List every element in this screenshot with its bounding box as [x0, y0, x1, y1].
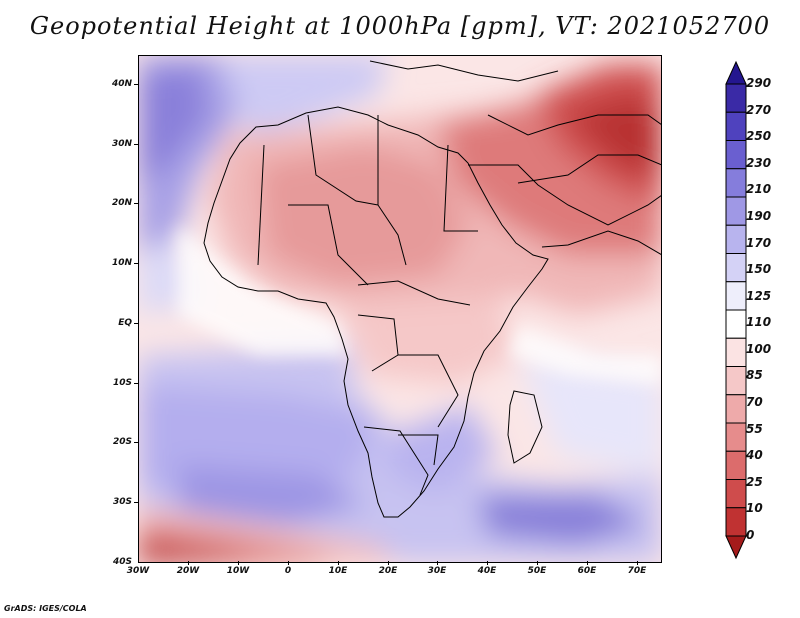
colorbar-bottom-triangle — [725, 535, 747, 560]
colorbar-label: 290 — [746, 76, 772, 90]
lat-label-10n: 10N — [111, 258, 132, 268]
colorbar-label: 0 — [746, 528, 755, 542]
colorbar-swatch — [725, 394, 747, 424]
lon-label-0: 0 — [284, 566, 292, 576]
lat-tick — [134, 263, 138, 264]
lon-tick — [338, 561, 339, 565]
lat-tick — [134, 144, 138, 145]
lat-label-10s: 10S — [112, 378, 132, 388]
map-frame — [138, 55, 662, 563]
lon-label-20w: 20W — [176, 566, 200, 576]
colorbar-label: 110 — [746, 315, 772, 330]
geopotential-field — [138, 55, 662, 563]
colorbar-swatch — [725, 83, 747, 113]
colorbar-swatches — [725, 60, 747, 560]
lat-tick — [134, 502, 138, 503]
colorbar-swatch — [725, 140, 747, 170]
map-title: Geopotential Height at 1000hPa [gpm], VT… — [29, 12, 771, 40]
lon-tick — [637, 561, 638, 565]
lat-label-40n: 40N — [111, 79, 132, 89]
colorbar-swatch — [725, 253, 747, 283]
colorbar-label: 10 — [746, 501, 763, 516]
lon-tick — [388, 561, 389, 565]
lat-label-30n: 30N — [111, 139, 132, 149]
colorbar-swatch — [725, 366, 747, 396]
map-plot — [138, 55, 662, 563]
colorbar-label: 230 — [746, 155, 772, 170]
colorbar-label: 190 — [746, 208, 772, 223]
lat-tick — [134, 84, 138, 85]
colorbar-swatch — [725, 507, 747, 537]
colorbar-swatch — [725, 281, 747, 311]
lat-label-20s: 20S — [112, 437, 132, 447]
lat-tick — [134, 323, 138, 324]
colorbar-top-triangle — [725, 60, 747, 85]
lat-tick — [134, 442, 138, 443]
colorbar-swatch — [725, 111, 747, 141]
colorbar-swatch — [725, 309, 747, 339]
colorbar-label: 170 — [746, 235, 772, 250]
colorbar-label: 150 — [746, 262, 772, 277]
lon-tick — [587, 561, 588, 565]
lon-tick — [238, 561, 239, 565]
lat-tick — [134, 383, 138, 384]
colorbar-swatch — [725, 196, 747, 226]
lon-label-10e: 10E — [328, 566, 348, 576]
lat-label-eq: EQ — [118, 318, 132, 328]
lon-label-60e: 60E — [577, 566, 597, 576]
colorbar-swatch — [725, 168, 747, 198]
lon-label-20e: 20E — [378, 566, 398, 576]
lon-label-10w: 10W — [226, 566, 250, 576]
lat-label-40s: 40S — [112, 557, 132, 567]
lat-tick — [134, 203, 138, 204]
colorbar-label: 40 — [746, 448, 763, 463]
lon-label-40e: 40E — [477, 566, 497, 576]
lat-label-30s: 30S — [112, 497, 132, 507]
colorbar-label: 25 — [746, 474, 763, 489]
colorbar-label: 100 — [746, 341, 772, 356]
lon-label-50e: 50E — [527, 566, 547, 576]
lon-tick — [188, 561, 189, 565]
lon-label-70e: 70E — [627, 566, 647, 576]
colorbar-label: 250 — [746, 129, 772, 144]
lon-tick — [437, 561, 438, 565]
colorbar-label: 270 — [746, 102, 772, 117]
colorbar-label: 55 — [746, 421, 763, 436]
colorbar-swatch — [725, 337, 747, 367]
footer-credit: GrADS: IGES/COLA — [4, 604, 87, 613]
colorbar-label: 210 — [746, 182, 772, 197]
colorbar-swatch — [725, 224, 747, 254]
colorbar-swatch — [725, 479, 747, 509]
colorbar-label: 70 — [746, 395, 763, 410]
lon-tick — [487, 561, 488, 565]
colorbar-swatch — [725, 450, 747, 480]
lat-label-20n: 20N — [111, 198, 132, 208]
lon-label-30e: 30E — [427, 566, 447, 576]
lon-label-30w: 30W — [126, 566, 150, 576]
colorbar — [725, 60, 766, 560]
colorbar-label: 85 — [746, 368, 763, 383]
lon-tick — [288, 561, 289, 565]
colorbar-label: 125 — [746, 288, 772, 303]
colorbar-swatch — [725, 422, 747, 452]
lon-tick — [537, 561, 538, 565]
